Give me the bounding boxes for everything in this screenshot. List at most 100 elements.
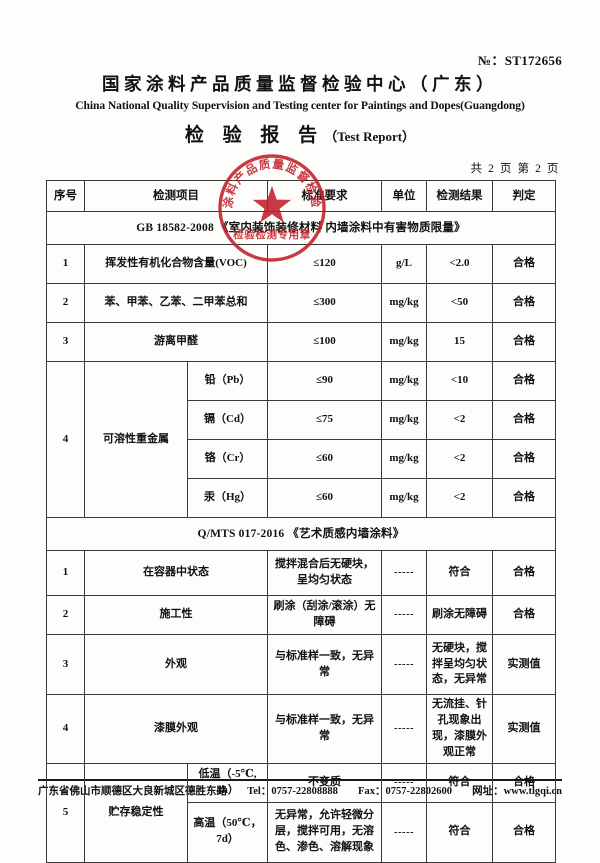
table-row: 2 施工性 刷涂（刮涂/滚涂）无障碍 ----- 刷涂无障碍 合格: [46, 595, 556, 635]
row-unit: -----: [381, 762, 427, 803]
row-standard: 不变质: [267, 762, 382, 803]
row-verdict: 合格: [492, 439, 556, 479]
row-no: 4: [46, 694, 85, 764]
row-standard: ≤60: [267, 478, 382, 518]
row-result: <2: [426, 478, 493, 518]
row-unit: -----: [381, 550, 427, 596]
row-item: 苯、甲苯、乙苯、二甲苯总和: [84, 283, 268, 323]
row-no: 2: [46, 283, 85, 323]
row-verdict: 合格: [492, 244, 556, 284]
report-number: №：ST172656: [478, 50, 562, 69]
table-row: 铬（Cr） ≤60 mg/kg <2 合格: [47, 439, 556, 479]
row-verdict: 合格: [492, 283, 556, 323]
row-subitem: 低温（-5℃, 4h）: [187, 762, 268, 803]
table-row: 镉（Cd） ≤75 mg/kg <2 合格: [47, 400, 556, 440]
row-no: 4: [46, 361, 85, 518]
row-item: 漆膜外观: [84, 694, 268, 764]
row-unit: mg/kg: [381, 478, 427, 518]
column-header-unit: 单位: [381, 180, 427, 212]
row-subitem: 镉（Cd）: [187, 400, 268, 440]
row-result: <2.0: [426, 244, 493, 284]
row-verdict: 实测值: [492, 634, 556, 695]
row-result: <2: [426, 439, 493, 479]
row-standard: 搅拌混合后无硬块，呈均匀状态: [267, 550, 382, 596]
page-title-cn: 检 验 报 告: [184, 125, 325, 146]
row-subitem: 汞（Hg）: [187, 478, 268, 518]
table-row: 3 外观 与标准样一致，无异常 ----- 无硬块，搅拌呈均匀状态，无异常 实测…: [46, 634, 556, 695]
row-no: 2: [46, 595, 85, 635]
row-standard: ≤60: [267, 439, 382, 479]
row-unit: -----: [381, 801, 427, 863]
standard-heading-row: GB 18582-2008 《室内装饰装修材料 内墙涂料中有害物质限量》: [46, 211, 556, 245]
table-row: 4 漆膜外观 与标准样一致，无异常 ----- 无流挂、针孔现象出现，漆膜外观正…: [46, 694, 556, 764]
row-unit: mg/kg: [381, 322, 427, 362]
row-verdict: 合格: [492, 322, 556, 362]
column-header-result: 检测结果: [426, 180, 493, 212]
page-title: 检 验 报 告（Test Report）: [0, 120, 600, 147]
table-row: 5 贮存稳定性 低温（-5℃, 4h） 不变质 ----- 符合 合格: [46, 762, 556, 863]
table-row: 3 游离甲醛 ≤100 mg/kg 15 合格: [46, 322, 556, 362]
organization-name-en: China National Quality Supervision and T…: [75, 99, 525, 112]
row-result: 刷涂无障碍: [426, 595, 493, 635]
row-subitem: 高温（50℃，7d）: [187, 801, 268, 863]
row-result: 15: [426, 322, 493, 362]
row-unit: -----: [381, 634, 427, 695]
row-verdict: 合格: [492, 478, 556, 518]
row-verdict: 合格: [492, 762, 556, 803]
row-standard: 刷涂（刮涂/滚涂）无障碍: [267, 595, 382, 635]
table-row: 2 苯、甲苯、乙苯、二甲苯总和 ≤300 mg/kg <50 合格: [46, 283, 556, 323]
standard-title-qmts: Q/MTS 017-2016 《艺术质感内墙涂料》: [46, 517, 556, 551]
row-item: 施工性: [84, 595, 268, 635]
row-verdict: 合格: [492, 400, 556, 440]
row-standard: ≤90: [267, 361, 382, 401]
table-header-row: 序号 检测项目 标准要求 单位 检测结果 判定: [46, 180, 556, 212]
row-verdict: 合格: [492, 595, 556, 635]
row-result: <2: [426, 400, 493, 440]
row-subitem: 铅（Pb）: [187, 361, 268, 401]
row-result: 无流挂、针孔现象出现，漆膜外观正常: [426, 694, 493, 764]
row-result: <10: [426, 361, 493, 401]
row-standard: ≤300: [267, 283, 382, 323]
row-no: 5: [46, 762, 85, 863]
row-verdict: 合格: [492, 361, 556, 401]
row-standard: ≤100: [267, 322, 382, 362]
column-header-standard: 标准要求: [267, 180, 382, 212]
row-verdict: 合格: [492, 550, 556, 596]
column-header-item: 检测项目: [84, 180, 268, 212]
organization-name-cn: 国家涂料产品质量监督检验中心（广东）: [102, 74, 498, 94]
column-header-no: 序号: [46, 180, 85, 212]
table-row: 1 在容器中状态 搅拌混合后无硬块，呈均匀状态 ----- 符合 合格: [46, 550, 556, 596]
row-unit: mg/kg: [381, 361, 427, 401]
row-standard: 与标准样一致，无异常: [267, 634, 382, 695]
row-result: 符合: [426, 550, 493, 596]
row-unit: mg/kg: [381, 400, 427, 440]
row-unit: -----: [381, 595, 427, 635]
row-no: 3: [46, 322, 85, 362]
page-title-en: （Test Report）: [324, 129, 416, 144]
row-no: 1: [46, 244, 85, 284]
report-number-value: ST172656: [504, 53, 562, 68]
row-result: <50: [426, 283, 493, 323]
table-row: 4 可溶性重金属 铅（Pb） ≤90 mg/kg <10 合格: [46, 361, 556, 518]
row-unit: mg/kg: [381, 283, 427, 323]
row-unit: -----: [381, 694, 427, 764]
row-unit: g/L: [381, 244, 427, 284]
row-standard: 无异常，允许轻微分层，搅拌可用，无溶色、渗色、溶解现象: [267, 801, 382, 863]
row-item: 挥发性有机化合物含量(VOC): [84, 244, 268, 284]
column-header-verdict: 判定: [492, 180, 556, 212]
row-subitem: 铬（Cr）: [187, 439, 268, 479]
row-result: 符合: [426, 762, 493, 803]
row-standard: ≤75: [267, 400, 382, 440]
row-no: 1: [46, 550, 85, 596]
row-group-name: 贮存稳定性: [84, 762, 188, 863]
row-item: 外观: [84, 634, 268, 695]
row-no: 3: [46, 634, 85, 695]
row-standard: 与标准样一致，无异常: [267, 694, 382, 764]
row-verdict: 合格: [492, 801, 556, 863]
report-number-label: №：: [478, 53, 505, 68]
page-count: 共 2 页 第 2 页: [470, 163, 560, 175]
table-row: 1 挥发性有机化合物含量(VOC) ≤120 g/L <2.0 合格: [46, 244, 556, 284]
row-item: 在容器中状态: [84, 550, 268, 596]
standard-title-gb: GB 18582-2008 《室内装饰装修材料 内墙涂料中有害物质限量》: [46, 211, 556, 245]
